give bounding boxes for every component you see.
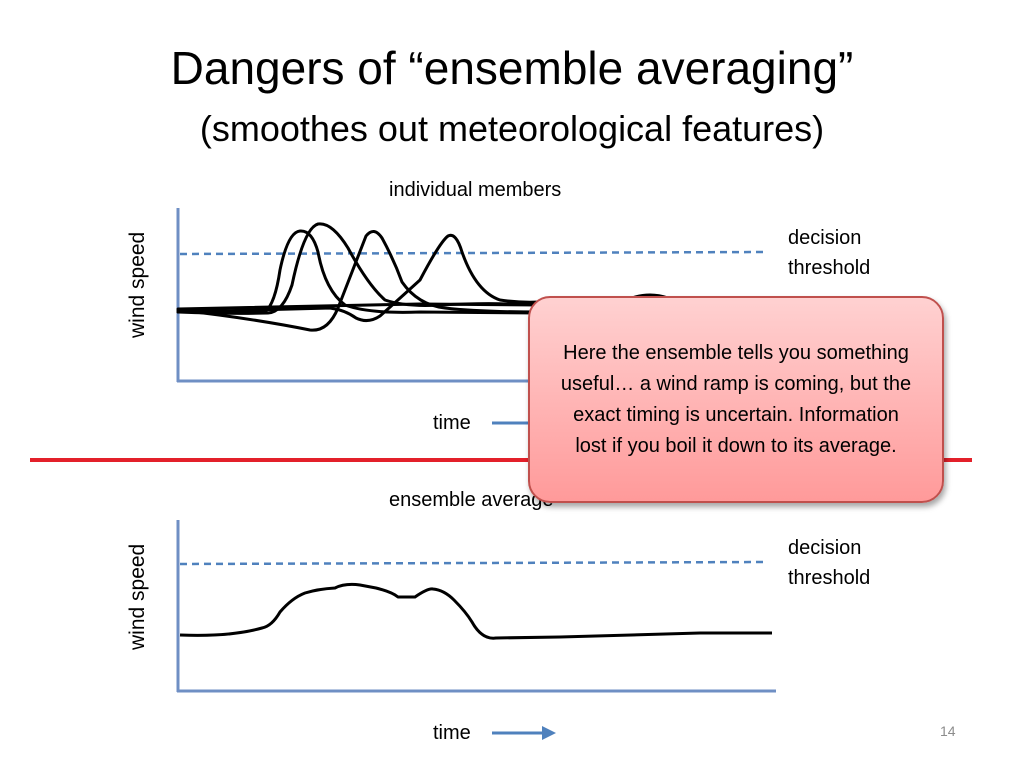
bottom-panel-axes xyxy=(176,520,776,693)
member-curve-3 xyxy=(176,230,542,332)
ensemble-average-curve xyxy=(179,582,772,640)
bottom-panel-caption: ensemble average xyxy=(389,489,554,511)
member-curve-2 xyxy=(176,222,542,315)
bottom-time-arrow xyxy=(492,726,556,740)
top-threshold-label-line2: threshold xyxy=(788,257,871,279)
slide-title: Dangers of “ensemble averaging” xyxy=(170,42,854,94)
bottom-y-axis-label: wind speed xyxy=(126,543,149,650)
top-panel-axes xyxy=(176,208,560,383)
member-curve-4 xyxy=(176,233,542,323)
callout-box: Here the ensemble tells you something us… xyxy=(528,296,944,503)
slide-subtitle: (smoothes out meteorological features) xyxy=(199,108,825,149)
bottom-decision-threshold-line xyxy=(179,560,769,566)
callout-text: Here the ensemble tells you something us… xyxy=(560,341,912,457)
member-curve-1 xyxy=(176,229,542,315)
top-panel-caption: individual members xyxy=(389,179,562,201)
top-x-axis-label: time xyxy=(433,412,471,434)
top-threshold-label: decision threshold xyxy=(788,223,870,283)
bottom-threshold-label-line1: decision xyxy=(788,537,862,559)
bottom-threshold-label: decision threshold xyxy=(788,533,870,593)
bottom-x-axis-label: time xyxy=(433,722,471,744)
member-curves xyxy=(176,222,542,332)
page-number: 14 xyxy=(940,723,956,739)
top-y-axis-label: wind speed xyxy=(126,231,149,338)
top-threshold-label-line1: decision xyxy=(788,227,862,249)
bottom-threshold-label-line2: threshold xyxy=(788,567,871,589)
top-decision-threshold-line xyxy=(179,250,769,256)
member-curve-5 xyxy=(176,302,542,311)
